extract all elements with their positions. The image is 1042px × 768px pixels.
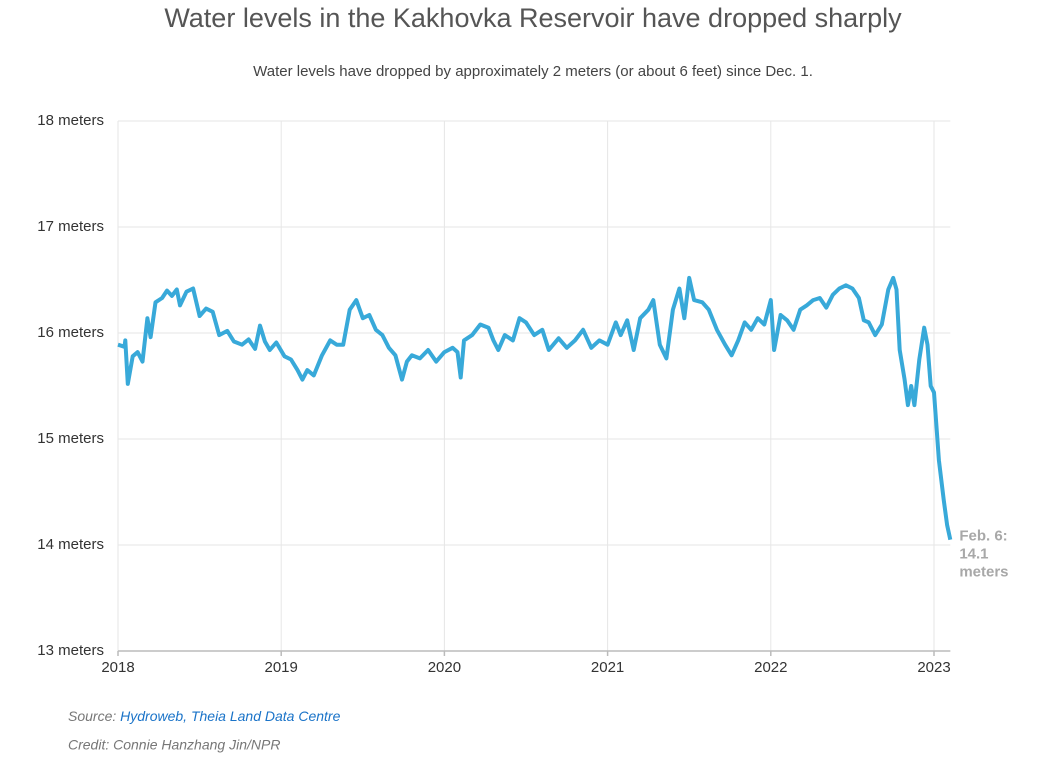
annotation: Feb. 6: (959, 528, 1007, 545)
chart-title: Water levels in the Kakhovka Reservoir h… (164, 3, 902, 33)
y-tick-label: 17 meters (37, 218, 104, 235)
annotation: 14.1 (959, 546, 988, 563)
y-tick-label: 16 meters (37, 324, 104, 341)
source-label: Source: (68, 708, 116, 724)
data-line (117, 275, 953, 541)
x-tick-label: 2022 (754, 659, 787, 676)
x-tick-label: 2020 (428, 659, 461, 676)
chart-subtitle: Water levels have dropped by approximate… (253, 63, 813, 80)
x-tick-label: 2023 (917, 659, 950, 676)
source: Source: Hydroweb, Theia Land Data Centre (68, 708, 341, 724)
annotation: meters (959, 564, 1008, 581)
y-tick-label: 14 meters (37, 536, 104, 553)
source-link[interactable]: Hydroweb, Theia Land Data Centre (120, 708, 340, 724)
y-tick-label: 13 meters (37, 642, 104, 659)
x-tick-label: 2019 (265, 659, 298, 676)
y-tick-label: 15 meters (37, 430, 104, 447)
x-tick-label: 2018 (101, 659, 134, 676)
x-tick-label: 2021 (591, 659, 624, 676)
y-tick-label: 18 meters (37, 112, 104, 129)
credit: Credit: Connie Hanzhang Jin/NPR (68, 737, 280, 753)
